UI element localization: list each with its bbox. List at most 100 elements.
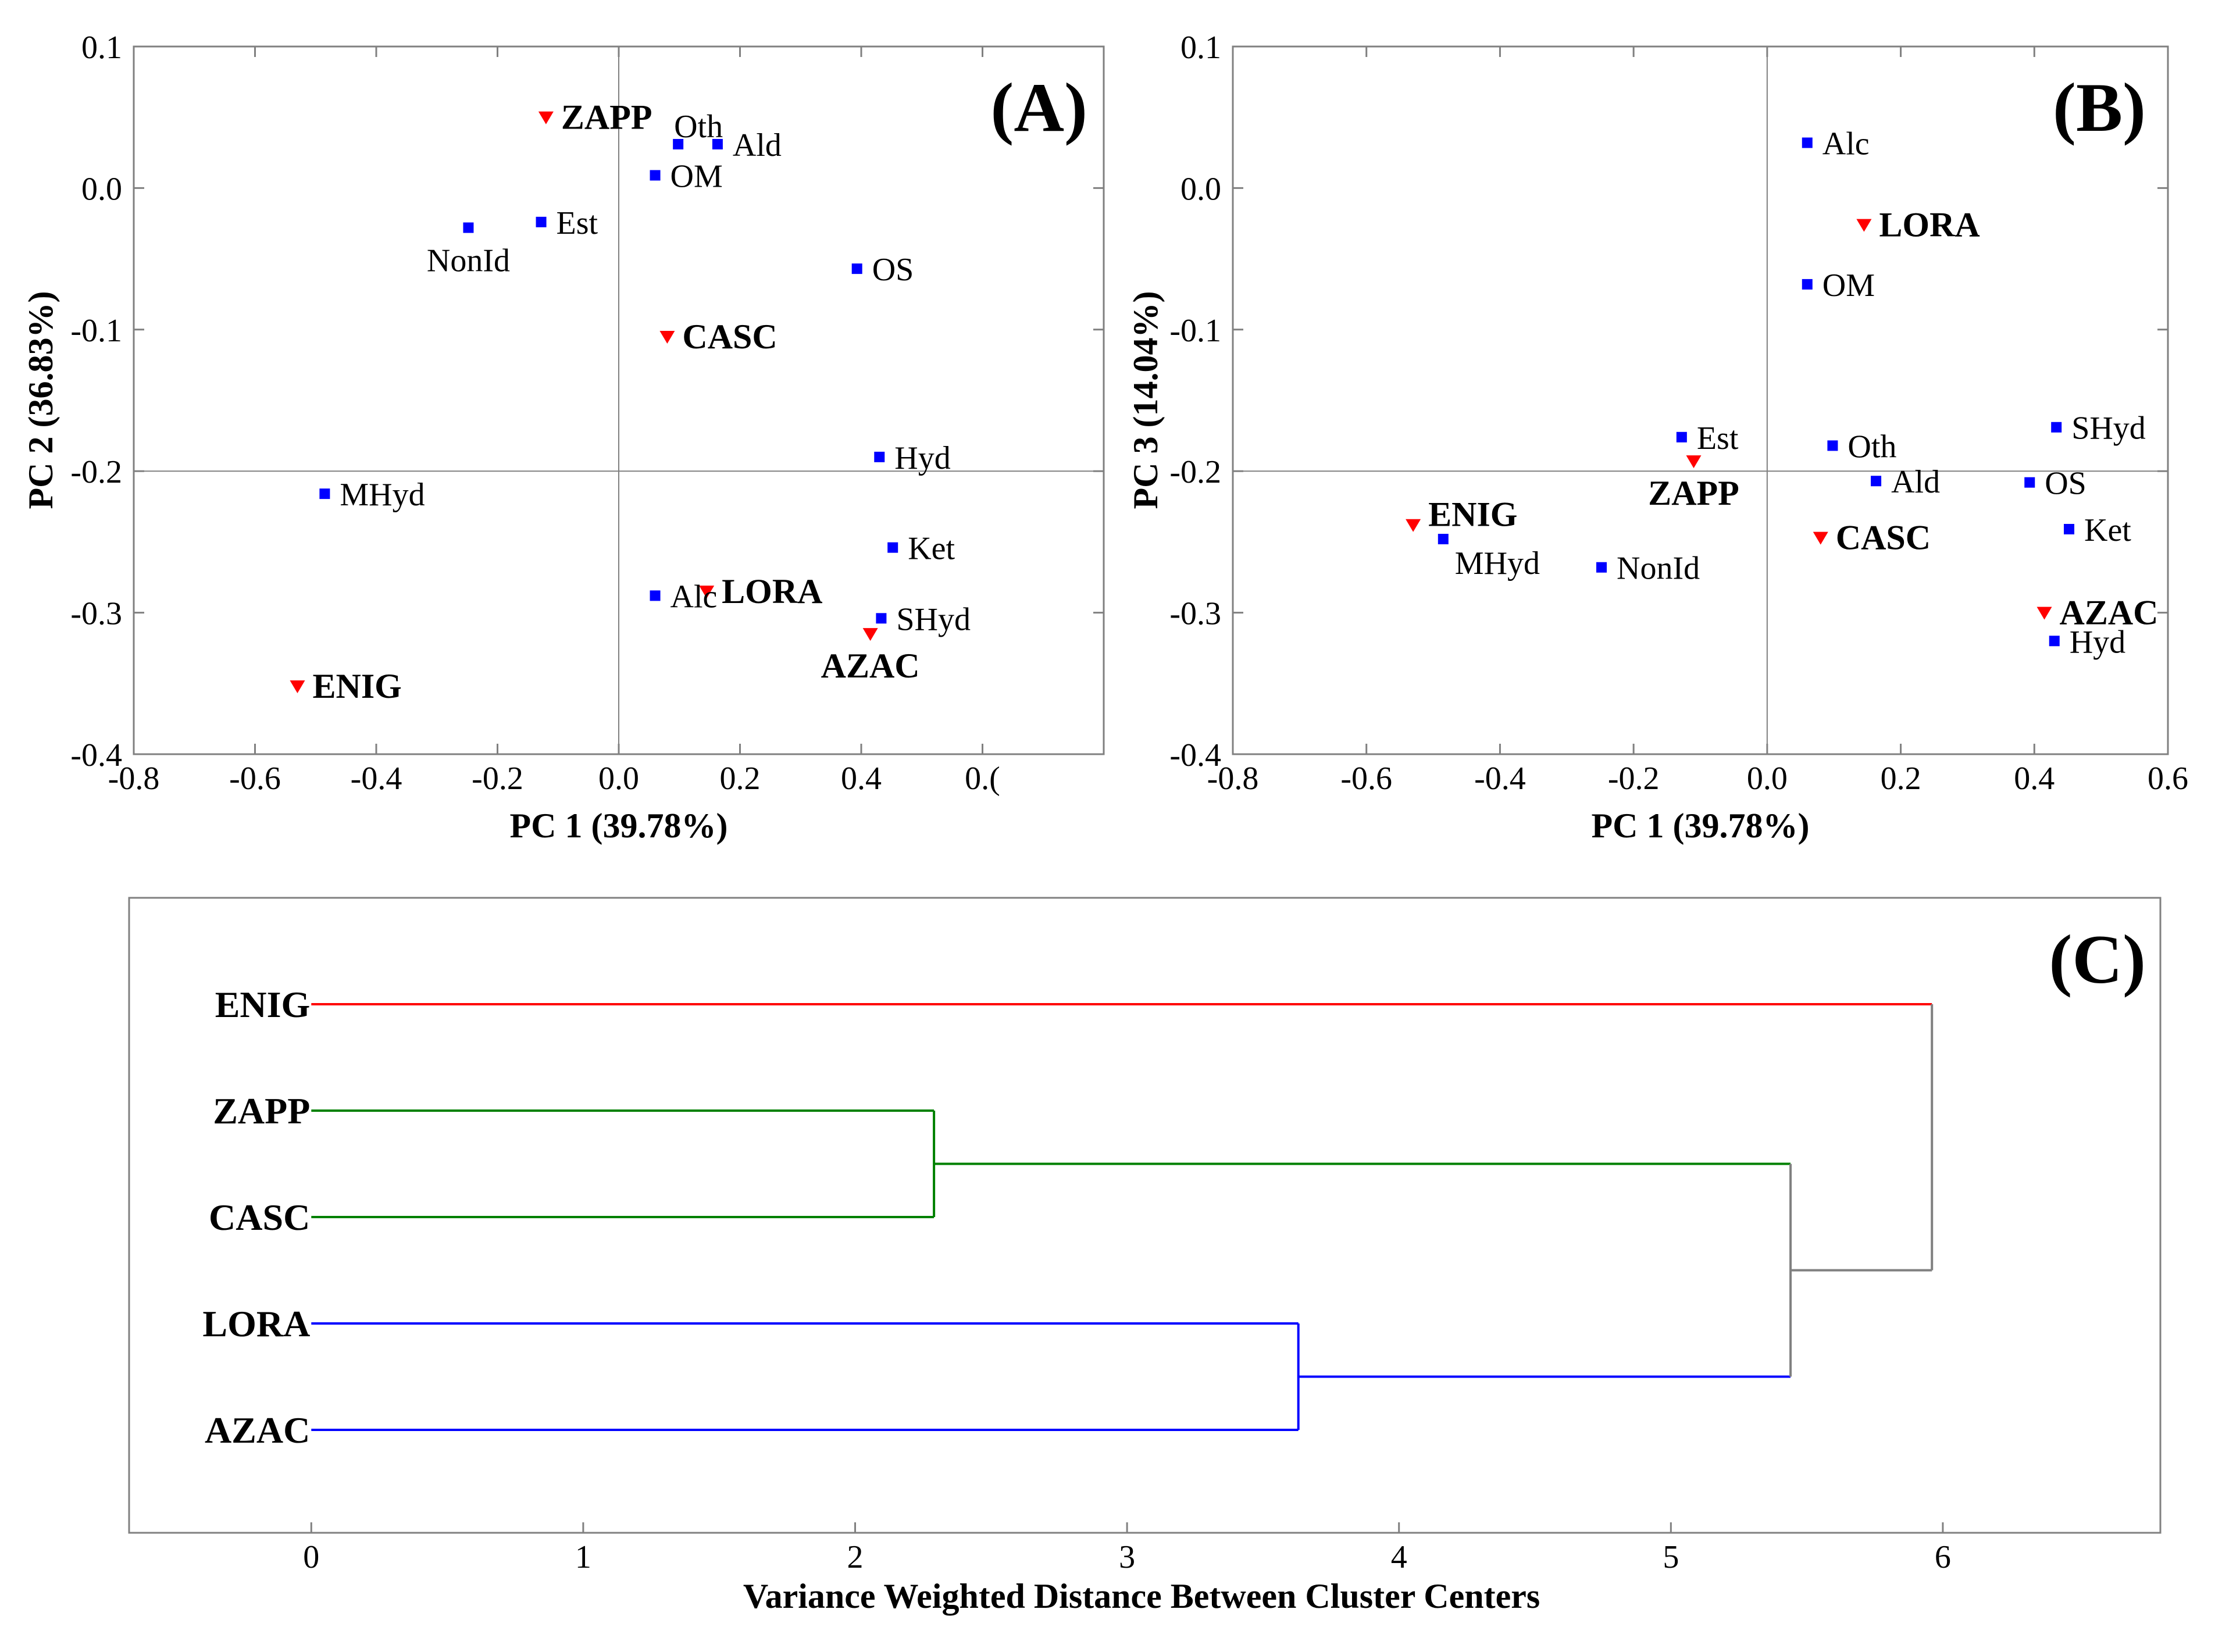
panel-a-x-axis-title: PC 1 (39.78%) [510,807,728,845]
variable-marker-est [1676,431,1687,443]
variable-marker-hyd [2049,636,2060,647]
x-tick-label: 0.6 [2148,761,2188,797]
y-tick-label: -0.3 [1169,596,1221,632]
sample-marker-azac [2036,606,2052,620]
variable-label-hyd: Hyd [2070,624,2125,660]
variable-marker-hyd [874,451,885,462]
variable-label-mhyd: MHyd [340,477,425,513]
variable-marker-shyd [2051,422,2062,433]
x-tick-label: -0.8 [108,761,160,797]
panel-c-label: (C) [2049,920,2146,998]
leaf-label-lora: LORA [202,1303,310,1344]
sample-label-lora: LORA [722,572,822,611]
sample-marker-casc [1813,531,1828,545]
sample-label-casc: CASC [1836,519,1931,557]
variable-marker-om [650,170,661,181]
x-tick-label: 6 [1935,1539,1951,1575]
variable-label-hyd: Hyd [894,440,950,476]
sample-marker-enig [290,680,305,694]
y-tick-label: -0.4 [1169,737,1221,773]
sample-label-azac: AZAC [2060,594,2159,632]
variable-marker-os [2024,477,2035,488]
variable-marker-ket [887,542,898,553]
x-tick-label: 4 [1391,1539,1407,1575]
sample-marker-lora [699,586,715,599]
variable-label-alc: Alc [1822,126,1870,162]
y-tick-label: -0.1 [1169,313,1221,349]
panel-b-label: (B) [2053,69,2146,146]
y-tick-label: -0.1 [70,313,122,349]
variable-label-ket: Ket [908,531,955,567]
sample-marker-lora [1856,219,1872,232]
x-tick-label: -0.2 [472,761,523,797]
x-tick-label: -0.6 [1340,761,1392,797]
variable-label-om: OM [670,158,723,194]
x-tick-label: -0.6 [229,761,281,797]
y-tick-label: -0.2 [70,454,122,490]
x-tick-label: 0.0 [1747,761,1788,797]
y-tick-label: 0.0 [1180,171,1221,207]
panel-b-x-axis-title: PC 1 (39.78%) [1592,807,1810,845]
panel-c-dendrogram: (C) Variance Weighted Distance Between C… [128,897,2162,1615]
variable-label-oth: Oth [1847,429,1896,465]
panel-a-label: (A) [990,69,1087,146]
sample-marker-zapp [1686,455,1702,469]
variable-marker-oth [1827,440,1838,451]
variable-marker-est [536,216,547,227]
variable-label-nonid: NonId [427,243,510,279]
variable-marker-ald [1871,476,1882,487]
variable-label-os: OS [2045,466,2087,502]
sample-marker-casc [659,330,675,344]
leaf-label-enig: ENIG [215,984,311,1025]
sample-marker-azac [862,628,878,641]
variable-label-mhyd: MHyd [1455,545,1540,581]
sample-marker-zapp [538,111,554,124]
variable-marker-mhyd [319,488,330,499]
y-tick-label: 0.1 [1180,30,1221,66]
sample-label-azac: AZAC [821,647,920,685]
variable-marker-alc [650,590,661,601]
variable-label-ket: Ket [2084,512,2131,548]
variable-label-shyd: SHyd [896,601,971,637]
variable-marker-alc [1802,137,1813,148]
panel-c-frame [128,897,2162,1534]
x-tick-label: 0.4 [841,761,882,797]
panel-a-y-axis-title: PC 2 (36.83%) [22,291,60,509]
variable-label-shyd: SHyd [2071,411,2146,447]
panel-c-x-axis-title: Variance Weighted Distance Between Clust… [743,1577,1540,1615]
panel-b-frame [1232,45,2169,755]
x-tick-label: 5 [1663,1539,1679,1575]
x-tick-label: -0.2 [1608,761,1660,797]
sample-label-lora: LORA [1879,206,1980,244]
variable-marker-om [1802,279,1813,290]
sample-label-casc: CASC [682,317,777,356]
x-tick-label: -0.4 [351,761,402,797]
x-tick-label: 2 [847,1539,864,1575]
variable-label-est: Est [557,205,598,241]
x-tick-label: -0.4 [1474,761,1526,797]
y-tick-label: 0.0 [81,171,122,207]
variable-marker-ald [712,138,723,149]
sample-label-enig: ENIG [312,667,401,705]
x-tick-label: 0.( [965,761,1000,797]
y-tick-label: 0.1 [81,30,122,66]
x-tick-label: 0.2 [720,761,761,797]
y-tick-label: -0.3 [70,596,122,632]
variable-label-est: Est [1697,420,1739,456]
sample-label-zapp: ZAPP [1648,474,1739,512]
variable-marker-nonid [463,222,474,233]
variable-marker-shyd [876,613,887,624]
variable-marker-nonid [1596,562,1607,573]
leaf-label-casc: CASC [209,1197,310,1238]
variable-marker-mhyd [1438,534,1449,545]
y-tick-label: -0.2 [1169,454,1221,490]
x-tick-label: 0.0 [598,761,639,797]
variable-label-alc: Alc [670,579,718,615]
leaf-label-zapp: ZAPP [213,1090,310,1132]
variable-label-os: OS [872,252,914,288]
panel-b-y-axis-title: PC 3 (14.04%) [1126,291,1165,509]
variable-label-om: OM [1822,267,1875,304]
variable-marker-os [851,263,862,274]
variable-label-ald: Ald [1891,464,1940,500]
